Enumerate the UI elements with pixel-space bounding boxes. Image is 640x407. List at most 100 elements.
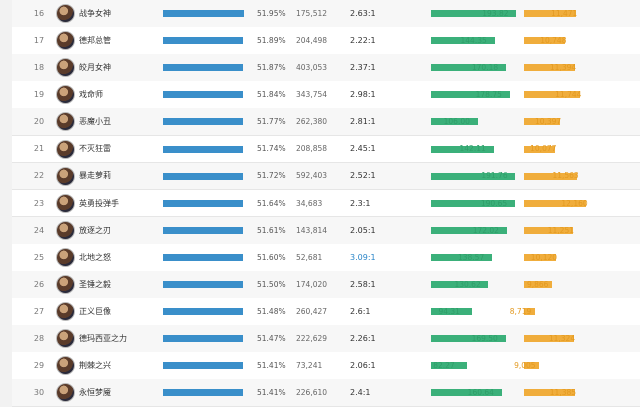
games-count: 52,681	[296, 252, 323, 262]
damage-bar	[431, 91, 510, 99]
gold-value: 9,005	[514, 361, 536, 371]
gold-bar	[524, 226, 573, 234]
damage-bar	[431, 118, 478, 126]
table-row[interactable]: 25 北地之怒 51.60% 52,681 3.09:1 138.57 10,1…	[12, 243, 640, 272]
damage-bar	[431, 281, 489, 288]
gold-bar	[524, 64, 575, 72]
champion-avatar	[56, 139, 75, 159]
damage-bar	[431, 362, 468, 370]
win-rate-bar	[163, 172, 243, 180]
rank-number: 27	[33, 306, 45, 316]
win-rate-value: 51.61%	[257, 225, 286, 235]
table-row[interactable]: 20 恶魔小丑 51.77% 262,380 2.81:1 106.00 10,…	[12, 108, 640, 137]
gold-value: 10,397	[534, 117, 562, 127]
champion-name[interactable]: 恶魔小丑	[79, 117, 111, 127]
damage-value: 190.65	[480, 198, 508, 208]
rank-number: 19	[33, 90, 45, 100]
champion-avatar	[56, 275, 75, 294]
games-count: 343,754	[296, 90, 328, 100]
damage-value: 169.50	[471, 334, 498, 344]
champion-name[interactable]: 正义巨像	[79, 306, 111, 316]
champion-name[interactable]: 放逐之刃	[79, 225, 111, 235]
champion-name[interactable]: 德玛西亚之力	[79, 334, 127, 344]
rank-number: 20	[33, 117, 45, 127]
win-rate-value: 51.48%	[257, 306, 286, 316]
table-row[interactable]: 23 英勇投弹手 51.64% 34,683 2.3:1 190.65 12,1…	[12, 189, 640, 218]
table-row[interactable]: 29 荆棘之兴 51.41% 73,241 2.06:1 82.27 9,005	[12, 352, 640, 381]
kda-ratio: 2.45:1	[350, 144, 376, 154]
champion-avatar	[56, 383, 75, 403]
champion-name[interactable]: 英勇投弹手	[79, 198, 119, 208]
damage-value: 82.27	[433, 361, 455, 371]
damage-bar	[431, 226, 507, 234]
champion-name[interactable]: 暴走萝莉	[79, 171, 111, 181]
damage-bar	[431, 37, 495, 45]
gold-bar	[524, 281, 552, 288]
games-count: 592,403	[296, 171, 328, 181]
win-rate-value: 51.50%	[257, 279, 286, 289]
gold-value: 9,866	[526, 279, 549, 289]
damage-value: 144.35	[460, 35, 487, 45]
table-row[interactable]: 30 永恒梦魇 51.41% 226,610 2.4:1 160.64 11,3…	[12, 379, 640, 407]
damage-bar	[431, 145, 494, 153]
table-row[interactable]: 28 德玛西亚之力 51.47% 222,629 2.26:1 169.50 1…	[12, 325, 640, 353]
win-rate-bar	[163, 10, 244, 17]
win-rate-value: 51.41%	[257, 388, 286, 398]
kda-ratio: 2.06:1	[350, 361, 376, 371]
damage-bar	[431, 64, 506, 72]
champion-avatar	[56, 193, 75, 213]
champion-avatar	[56, 112, 75, 132]
table-row[interactable]: 24 放逐之刃 51.61% 143,814 2.05:1 172.02 11,…	[12, 216, 640, 245]
games-count: 204,498	[296, 35, 328, 45]
champion-name[interactable]: 皎月女神	[79, 63, 111, 73]
gold-value: 8,719	[509, 306, 532, 316]
gold-bar	[524, 145, 556, 153]
champion-name[interactable]: 戏命师	[79, 90, 103, 100]
champion-avatar	[56, 329, 75, 349]
win-rate-value: 51.60%	[257, 252, 286, 262]
table-row[interactable]: 27 正义巨像 51.48% 260,427 2.6:1 94.31 8,719	[12, 298, 640, 326]
kda-ratio: 3.09:1	[350, 252, 376, 262]
win-rate-value: 51.41%	[257, 361, 286, 371]
gold-bar	[524, 362, 540, 370]
kda-ratio: 2.26:1	[350, 334, 376, 344]
table-row[interactable]: 26 圣锤之毅 51.50% 174,020 2.58:1 130.62 9,8…	[12, 271, 640, 299]
kda-ratio: 2.98:1	[350, 90, 376, 100]
gold-bar	[524, 308, 535, 316]
win-rate-bar	[163, 308, 243, 316]
table-row[interactable]: 17 德邦总管 51.89% 204,498 2.22:1 144.35 10,…	[12, 27, 640, 55]
table-row[interactable]: 18 皎月女神 51.87% 403,053 2.37:1 170.18 11,…	[12, 54, 640, 82]
win-rate-bar	[163, 199, 243, 207]
champion-name[interactable]: 战争女神	[79, 8, 111, 18]
games-count: 175,512	[296, 8, 328, 18]
champion-name[interactable]: 荆棘之兴	[79, 361, 111, 371]
win-rate-value: 51.72%	[257, 171, 286, 181]
games-count: 143,814	[296, 225, 328, 235]
champion-name[interactable]: 北地之怒	[79, 252, 111, 262]
win-rate-bar	[163, 118, 243, 126]
win-rate-bar	[163, 335, 243, 343]
rank-number: 16	[33, 8, 45, 18]
gold-value: 11,394	[549, 63, 577, 73]
rank-number: 26	[33, 279, 45, 289]
win-rate-bar	[163, 281, 243, 288]
kda-ratio: 2.05:1	[350, 225, 376, 235]
rank-number: 18	[33, 63, 45, 73]
rank-number: 21	[33, 144, 45, 154]
damage-bar	[431, 172, 516, 180]
win-rate-bar	[163, 226, 243, 234]
table-row[interactable]: 21 不灭狂雷 51.74% 208,858 2.45:1 142.11 10,…	[12, 135, 640, 164]
champion-name[interactable]: 德邦总管	[79, 35, 111, 45]
gold-bar	[524, 118, 560, 126]
champion-name[interactable]: 永恒梦魇	[79, 388, 111, 398]
table-row[interactable]: 19 戏命师 51.84% 343,754 2.98:1 178.75 11,7…	[12, 81, 640, 110]
games-count: 73,241	[296, 361, 323, 371]
table-row[interactable]: 16 战争女神 51.95% 175,512 2.63:1 193.82 11,…	[12, 0, 640, 28]
kda-ratio: 2.6:1	[350, 306, 371, 316]
gold-bar	[524, 10, 577, 17]
games-count: 222,629	[296, 334, 328, 344]
gold-bar	[524, 335, 574, 343]
table-row[interactable]: 22 暴走萝莉 51.72% 592,403 2.52:1 191.76 11,…	[12, 162, 640, 191]
champion-name[interactable]: 不灭狂雷	[79, 144, 111, 154]
champion-name[interactable]: 圣锤之毅	[79, 279, 111, 289]
